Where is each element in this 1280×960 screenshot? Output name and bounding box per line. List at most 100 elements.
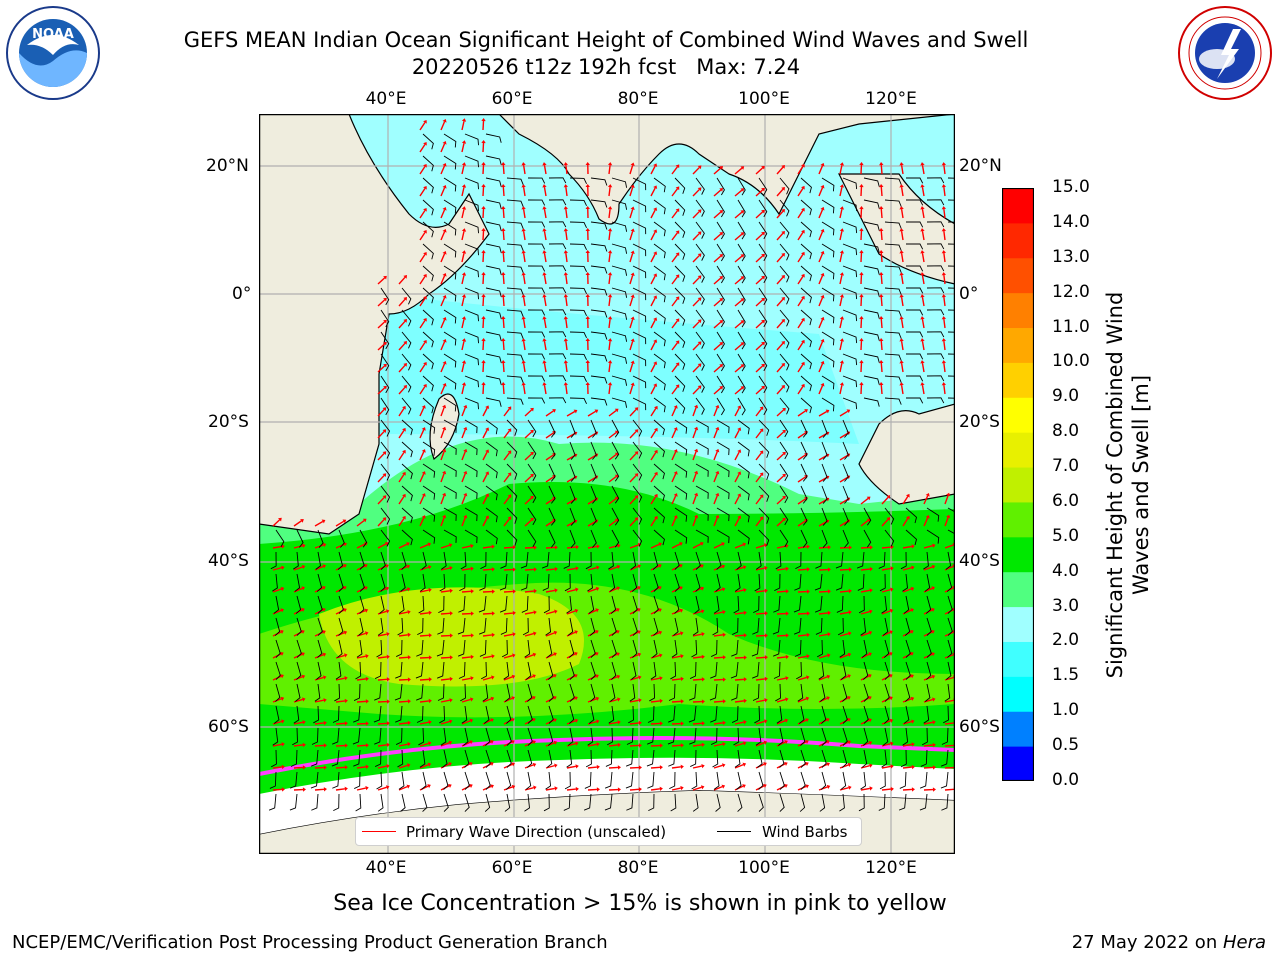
wind-barb (737, 353, 746, 372)
wave-arrow (818, 187, 824, 197)
wind-barb (527, 463, 537, 482)
wind-barb (730, 661, 739, 679)
wind-barb (548, 287, 567, 294)
wave-arrow (419, 232, 426, 241)
wind-barb (272, 727, 279, 746)
wave-arrow-head (521, 360, 526, 364)
wave-arrow-head (879, 206, 884, 210)
wind-barb (862, 727, 869, 746)
wind-barb (779, 771, 785, 790)
wind-barb (333, 793, 340, 812)
wind-barb (464, 133, 479, 146)
wave-arrow (502, 274, 505, 285)
wave-arrow (543, 209, 547, 219)
wind-barb (416, 683, 424, 701)
wind-barb (604, 771, 613, 789)
colorbar-tick-label: 1.0 (1052, 700, 1080, 721)
wind-barb (525, 661, 532, 680)
wind-barb (380, 419, 391, 437)
wave-arrow (587, 788, 598, 791)
wave-arrow-head (485, 471, 490, 476)
wind-barb (401, 507, 413, 524)
wave-arrow (650, 408, 657, 417)
wind-barb (821, 705, 827, 724)
wave-arrow-head (847, 762, 852, 767)
wave-arrow (839, 568, 850, 571)
lon-tick-top-40e: 40°E (365, 89, 407, 109)
wind-barb (417, 617, 424, 636)
wave-arrow-head (659, 786, 663, 791)
wind-barb (398, 595, 405, 614)
wind-barb (443, 221, 457, 236)
wind-barb (737, 793, 743, 812)
wind-barb (842, 441, 849, 460)
wave-arrow (734, 233, 743, 241)
wind-barb (548, 375, 567, 382)
wave-arrow-head (911, 544, 915, 549)
wind-barb (947, 243, 955, 245)
wave-arrow (440, 165, 446, 175)
wave-arrow-head (653, 361, 658, 366)
wind-barb (800, 419, 808, 438)
wave-arrow (818, 590, 829, 593)
wave-arrow (398, 764, 408, 769)
wave-arrow (293, 744, 304, 747)
wave-arrow-head (491, 632, 495, 638)
wave-arrow (902, 496, 909, 505)
wave-arrow-head (653, 339, 658, 344)
wind-barb (694, 595, 700, 614)
wave-arrow-head (899, 360, 904, 364)
wave-arrow-head (722, 699, 726, 704)
wind-barb (716, 397, 725, 416)
wave-arrow (902, 766, 913, 769)
wave-arrow (398, 342, 406, 351)
wind-barb (695, 419, 709, 433)
wave-arrow (503, 408, 510, 417)
wave-arrow-head (801, 185, 805, 190)
wave-arrow (755, 387, 764, 395)
wind-barb (464, 749, 470, 768)
wave-arrow-head (407, 632, 411, 638)
wind-barb (737, 397, 746, 416)
wave-arrow-head (737, 427, 742, 432)
wave-arrow (881, 546, 892, 549)
wave-arrow (608, 475, 617, 483)
wind-barb (422, 331, 434, 348)
wave-arrow-head (542, 162, 547, 166)
wave-arrow (713, 722, 724, 725)
wave-arrow (543, 385, 547, 395)
wind-barb (464, 485, 478, 500)
wind-barb (779, 419, 789, 438)
wave-arrow-head (630, 250, 635, 255)
wave-arrow (629, 722, 640, 725)
wave-arrow (692, 495, 697, 505)
wind-barb (590, 661, 596, 680)
wave-arrow-head (637, 564, 641, 569)
wave-arrow-head (886, 495, 891, 499)
wave-arrow-head (630, 162, 635, 167)
wave-arrow (377, 299, 386, 307)
wave-arrow-head (879, 382, 884, 386)
wave-arrow-head (501, 272, 506, 276)
wind-barb (527, 309, 546, 316)
wind-barb (290, 749, 298, 767)
wave-arrow-head (512, 589, 516, 594)
wave-arrow-head (323, 787, 327, 792)
wave-arrow-head (637, 652, 642, 657)
wave-arrow (692, 517, 697, 527)
wave-arrow (398, 474, 405, 483)
wave-arrow (776, 166, 784, 175)
wind-barb (800, 463, 808, 482)
wind-barb (863, 243, 880, 253)
wind-barb (737, 507, 750, 523)
wave-arrow (629, 699, 639, 703)
wind-barbs (268, 133, 955, 812)
wind-barb (821, 331, 835, 346)
wave-arrow-head (721, 784, 726, 789)
wave-arrow (419, 166, 426, 175)
wave-arrow-head (442, 250, 447, 255)
wave-arrow (565, 384, 568, 395)
wind-barb (506, 397, 524, 405)
wind-barb (564, 771, 571, 790)
wind-barb (695, 331, 705, 349)
